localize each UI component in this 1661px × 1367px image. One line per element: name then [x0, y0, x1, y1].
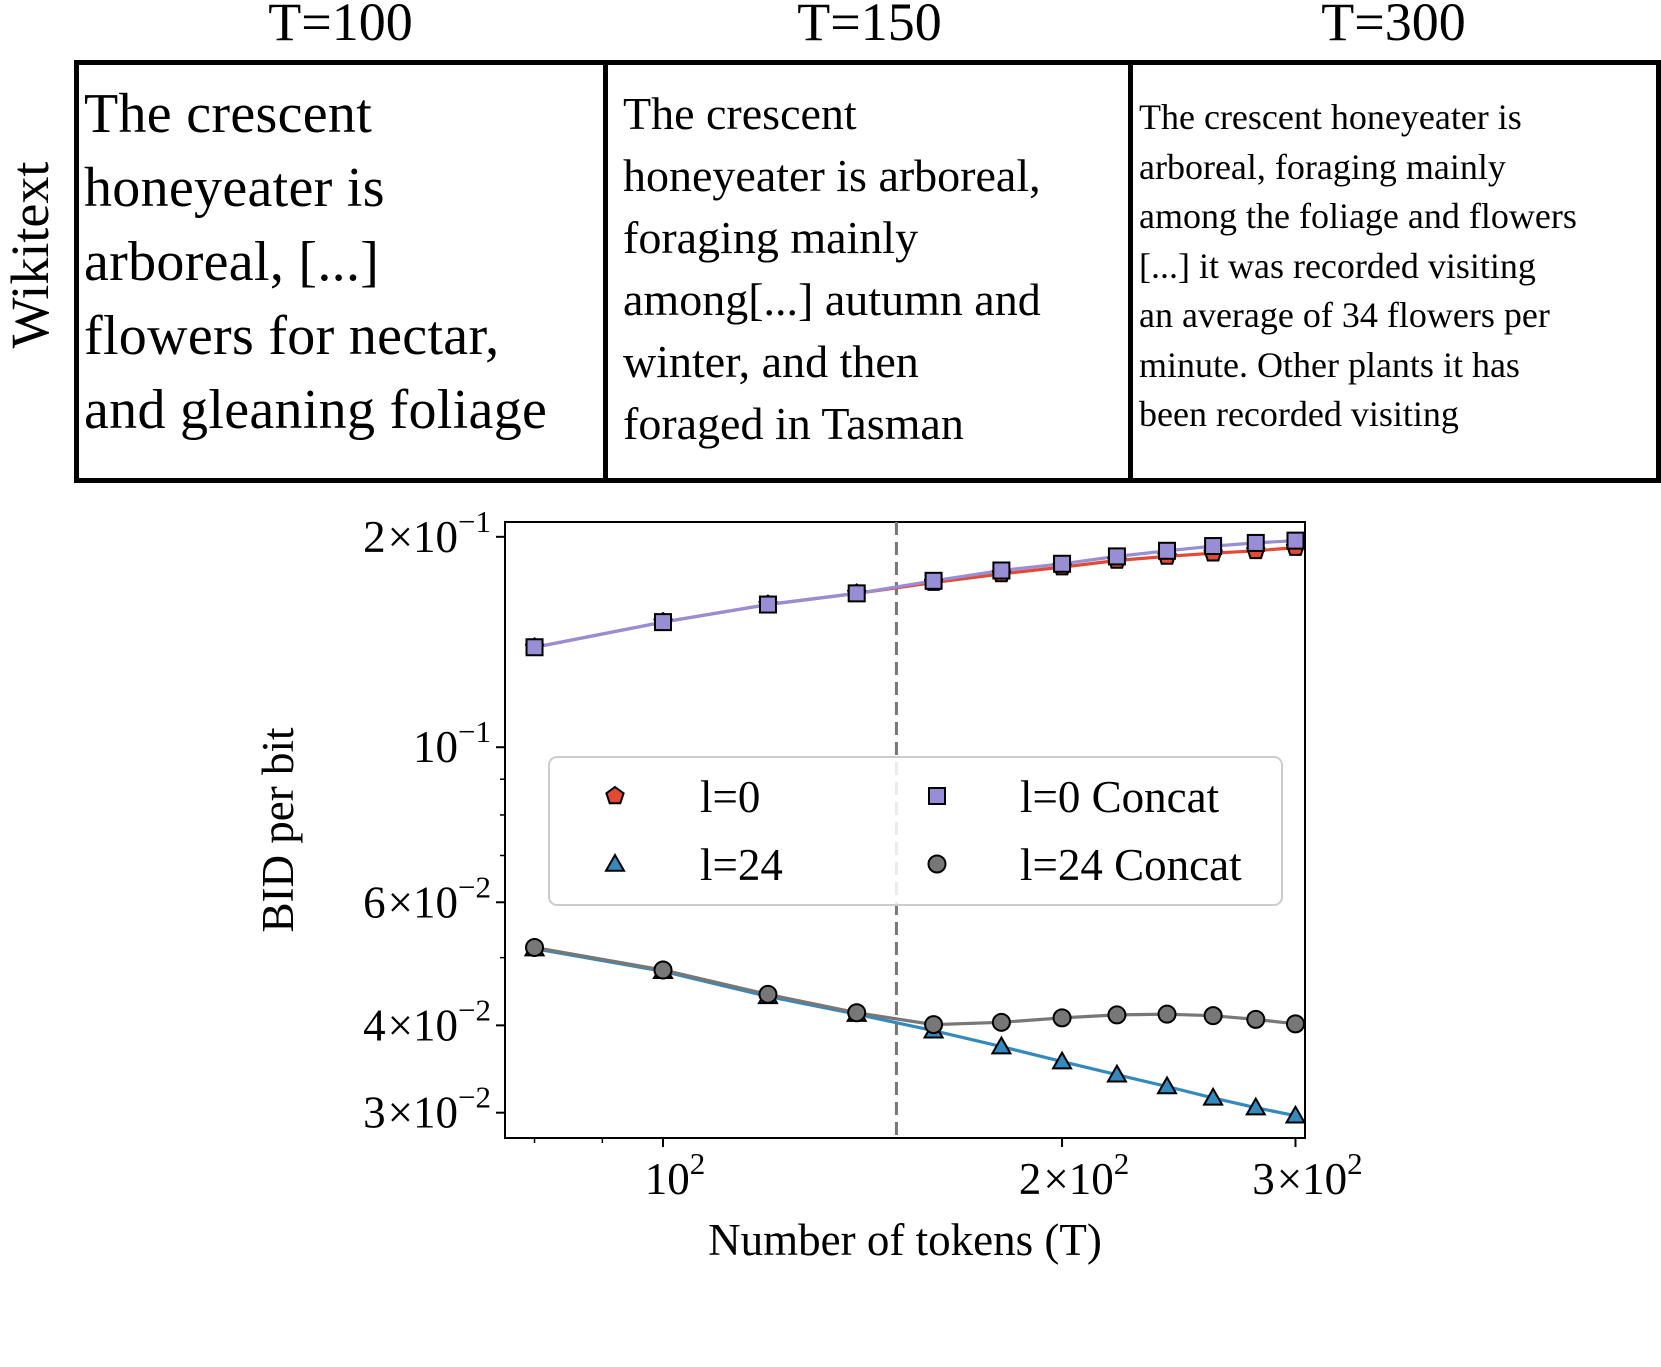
- legend-marker: [604, 852, 626, 872]
- y-tick-label: 10−1: [413, 714, 491, 772]
- data-point-l-24-concat: [1157, 1004, 1177, 1024]
- text-panel-t100: The crescent honeyeater is arboreal, [..…: [74, 60, 608, 483]
- data-point-l-24: [1202, 1086, 1224, 1106]
- legend-label: l=0: [700, 772, 760, 822]
- text-panel-t300: The crescent honeyeater is arboreal, for…: [1128, 60, 1661, 483]
- data-point-l-24: [1245, 1096, 1267, 1116]
- data-point-l-0-concat: [1204, 537, 1223, 556]
- data-point-l-24: [1051, 1050, 1073, 1070]
- y-tick-label: 6×10−2: [363, 869, 491, 927]
- data-point-l-24-concat: [847, 1003, 867, 1023]
- data-point-l-24-concat: [525, 937, 545, 957]
- data-point-l-24-concat: [1203, 1006, 1223, 1026]
- data-point-l-0-concat: [1107, 547, 1126, 566]
- series-line-l-0: [534, 546, 1296, 649]
- x-tick-label: 2×102: [1019, 1146, 1129, 1204]
- data-point-l-24: [1106, 1063, 1128, 1083]
- data-point-l-24-concat: [991, 1012, 1011, 1032]
- data-point-l-24-concat: [1285, 1014, 1305, 1034]
- x-axis-label: Number of tokens (T): [708, 1215, 1102, 1265]
- column-title-t100: T=100: [268, 0, 413, 52]
- data-point-l-0-concat: [924, 571, 943, 590]
- legend-label: l=0 Concat: [1020, 772, 1220, 822]
- data-point-l-24-concat: [1052, 1008, 1072, 1028]
- column-title-t150: T=150: [797, 0, 942, 52]
- data-point-l-24-concat: [653, 960, 673, 980]
- y-tick-label: 2×10−1: [363, 504, 491, 562]
- data-point-l-0-concat: [653, 613, 672, 632]
- panel-text: The crescent honeyeater is arboreal, for…: [623, 88, 1041, 449]
- data-point-l-24-concat: [1246, 1009, 1266, 1029]
- data-point-l-0-concat: [992, 561, 1011, 580]
- legend-marker: [605, 785, 625, 805]
- column-title-t300: T=300: [1321, 0, 1466, 52]
- data-point-l-24-concat: [1107, 1005, 1127, 1025]
- data-point-l-0-concat: [525, 638, 544, 657]
- data-point-l-24-concat: [924, 1015, 944, 1035]
- legend-marker: [927, 854, 947, 874]
- panel-text: The crescent honeyeater is arboreal, [..…: [84, 83, 548, 441]
- data-point-l-0-concat: [1158, 541, 1177, 560]
- plot-frame: [504, 521, 1306, 1139]
- data-point-l-0-concat: [847, 584, 866, 603]
- legend-box: [548, 756, 1283, 906]
- y-tick-label: 4×10−2: [363, 992, 491, 1050]
- legend-label: l=24: [700, 840, 783, 890]
- data-point-l-24: [1284, 1104, 1307, 1124]
- data-point-l-24: [990, 1035, 1013, 1055]
- data-point-l-24: [1156, 1075, 1178, 1095]
- series-line-l-24: [534, 947, 1296, 1118]
- y-tick-label: 3×10−2: [363, 1080, 491, 1138]
- data-point-l-24-concat: [758, 984, 778, 1004]
- data-point-l-0-concat: [1286, 531, 1305, 550]
- legend-label: l=24 Concat: [1020, 840, 1242, 890]
- y-axis-label: BID per bit: [253, 727, 303, 932]
- data-point-l-0-concat: [1053, 554, 1072, 573]
- series-line-l-24-concat: [534, 945, 1296, 1027]
- panel-text: The crescent honeyeater is arboreal, for…: [1139, 97, 1577, 434]
- data-point-l-0-concat: [758, 595, 777, 614]
- x-tick-label: 102: [645, 1146, 706, 1204]
- legend-marker: [928, 787, 946, 805]
- x-tick-label: 3×102: [1252, 1146, 1362, 1204]
- data-point-l-0-concat: [1246, 533, 1265, 552]
